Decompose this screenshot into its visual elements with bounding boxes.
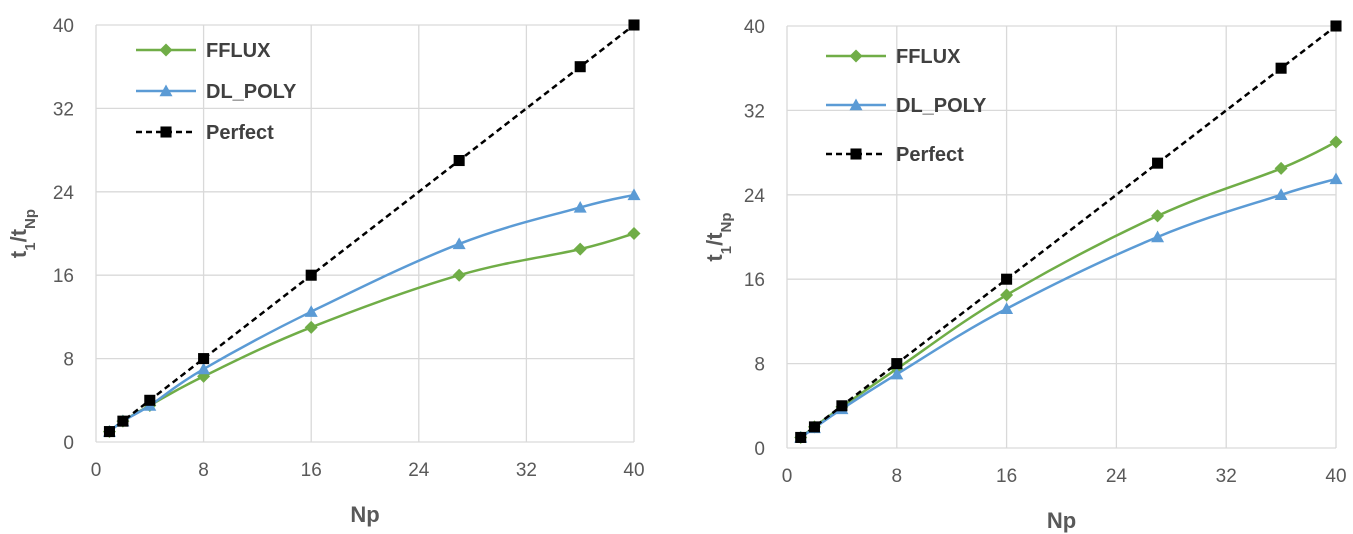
y-tick-label: 8 xyxy=(63,350,74,371)
data-point xyxy=(103,426,115,438)
legend-label: DL_POLY xyxy=(896,95,987,117)
x-tick-label: 16 xyxy=(996,466,1017,487)
x-tick-label: 0 xyxy=(91,460,102,481)
x-tick-label: 8 xyxy=(198,460,209,481)
data-point xyxy=(198,353,210,365)
data-point xyxy=(836,400,848,412)
y-tick-label: 24 xyxy=(744,186,766,207)
y-tick-label: 40 xyxy=(53,16,74,37)
data-point xyxy=(1151,209,1165,223)
data-point xyxy=(452,268,466,282)
data-point xyxy=(891,358,903,370)
data-point xyxy=(453,155,465,167)
data-point xyxy=(1275,62,1287,74)
data-point xyxy=(305,269,317,281)
x-tick-label: 40 xyxy=(623,460,644,481)
x-tick-label: 32 xyxy=(516,460,537,481)
data-point xyxy=(574,61,586,73)
legend-item: FFLUX xyxy=(136,40,271,62)
x-axis-label: Np xyxy=(1047,508,1076,533)
series-perfect xyxy=(795,20,1342,443)
data-point xyxy=(1000,288,1014,302)
legend-item: DL_POLY xyxy=(826,95,987,117)
x-tick-label: 40 xyxy=(1325,466,1346,487)
y-tick-label: 8 xyxy=(754,355,765,376)
data-point xyxy=(795,431,807,443)
series-line xyxy=(799,140,1337,439)
legend-marker xyxy=(159,43,173,57)
y-axis-label: t1/tNp xyxy=(6,209,39,258)
data-point xyxy=(808,421,820,433)
series-perfect xyxy=(103,19,640,438)
data-point xyxy=(573,242,587,256)
series-dl-poly xyxy=(102,188,641,437)
series-line xyxy=(108,24,635,433)
x-tick-label: 32 xyxy=(1216,466,1237,487)
data-point xyxy=(627,227,641,240)
x-axis-label: Np xyxy=(350,502,379,527)
legend: FFLUX DL_POLY Perfect xyxy=(136,40,297,144)
data-point xyxy=(1151,230,1165,243)
x-tick-label: 8 xyxy=(892,466,903,487)
series-line xyxy=(108,232,635,433)
series-line xyxy=(108,193,635,433)
data-point xyxy=(197,362,211,375)
data-point xyxy=(1001,273,1013,285)
legend-marker xyxy=(850,148,862,160)
data-point xyxy=(1274,188,1288,200)
data-point xyxy=(1000,302,1014,314)
data-point xyxy=(304,320,318,334)
data-point xyxy=(1329,172,1343,185)
legend-label: FFLUX xyxy=(206,40,271,62)
x-tick-label: 24 xyxy=(408,460,430,481)
legend-item: Perfect xyxy=(826,144,964,166)
legend-item: DL_POLY xyxy=(136,81,297,103)
y-axis-label: t1/tNp xyxy=(702,212,735,261)
series-dl-poly xyxy=(794,172,1343,443)
y-tick-label: 0 xyxy=(63,433,74,454)
legend: FFLUX DL_POLY Perfect xyxy=(826,46,987,166)
y-tick-label: 32 xyxy=(53,99,74,120)
series-line xyxy=(799,25,1337,439)
x-tick-label: 0 xyxy=(782,466,793,487)
x-tick-label: 16 xyxy=(301,460,322,481)
y-tick-label: 16 xyxy=(53,266,74,287)
legend-marker xyxy=(849,49,863,63)
legend-marker xyxy=(849,98,863,111)
x-tick-label: 24 xyxy=(1106,466,1128,487)
data-point xyxy=(304,305,318,317)
series-fflux xyxy=(794,135,1343,444)
series-fflux xyxy=(102,227,641,439)
legend-marker xyxy=(159,84,173,97)
data-point xyxy=(628,19,640,31)
data-point xyxy=(117,415,129,427)
legend-label: FFLUX xyxy=(896,46,961,68)
chart-2: 0 8 16 24 32 40 0 8 16 24 32 40 Np t1/tNp FFLUX DL_POLY… xyxy=(702,17,1347,533)
data-point xyxy=(1329,135,1343,149)
data-point xyxy=(573,200,587,213)
legend-label: Perfect xyxy=(206,122,274,144)
gridlines xyxy=(95,24,635,443)
legend-item: FFLUX xyxy=(826,46,961,68)
legend-marker xyxy=(160,126,172,138)
y-tick-label: 0 xyxy=(754,439,765,460)
data-point xyxy=(144,394,156,406)
y-tick-label: 24 xyxy=(53,183,75,204)
data-point xyxy=(1152,157,1164,169)
data-point xyxy=(452,237,466,250)
data-point xyxy=(1330,20,1342,32)
data-point xyxy=(1274,161,1288,175)
data-point xyxy=(890,367,904,380)
y-tick-label: 40 xyxy=(744,17,765,38)
chart-1: 0 8 16 24 32 40 0 8 16 24 32 40 Np t1/tNp FFLUX DL_POLY… xyxy=(6,16,645,527)
y-tick-label: 16 xyxy=(744,270,765,291)
legend-label: Perfect xyxy=(896,144,964,166)
series-line xyxy=(800,177,1337,439)
legend-item: Perfect xyxy=(136,122,274,144)
legend-label: DL_POLY xyxy=(206,81,297,103)
data-point xyxy=(627,188,641,201)
y-tick-label: 32 xyxy=(744,101,765,122)
